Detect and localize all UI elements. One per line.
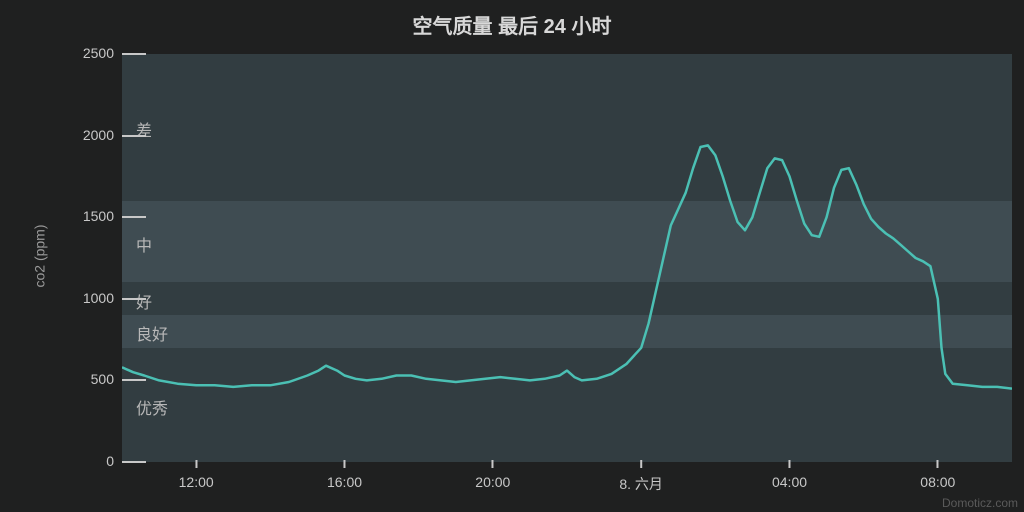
x-tick: 04:00 [772, 474, 807, 490]
x-tick: 08:00 [920, 474, 955, 490]
x-tick: 8. 六月 [619, 474, 663, 494]
chart-title: 空气质量 最后 24 小时 [0, 10, 1024, 39]
x-tick: 16:00 [327, 474, 362, 490]
air-quality-chart: 空气质量 最后 24 小时 co2 (ppm) 优秀良好好中差 Domoticz… [0, 0, 1024, 512]
y-tick: 2000 [60, 127, 114, 143]
y-axis-label: co2 (ppm) [32, 224, 48, 287]
x-tick: 12:00 [179, 474, 214, 490]
co2-line [122, 54, 1012, 462]
y-tick: 2500 [60, 45, 114, 61]
y-tick: 1500 [60, 208, 114, 224]
title-suffix: 小时 [566, 16, 612, 38]
plot-area: 优秀良好好中差 [122, 54, 1012, 462]
y-tick: 1000 [60, 290, 114, 306]
y-tick: 0 [60, 453, 114, 469]
title-bold: 24 [544, 16, 566, 38]
credit-label: Domoticz.com [942, 496, 1018, 510]
x-tick: 20:00 [475, 474, 510, 490]
title-prefix: 空气质量 最后 [413, 16, 544, 38]
y-tick: 500 [60, 371, 114, 387]
